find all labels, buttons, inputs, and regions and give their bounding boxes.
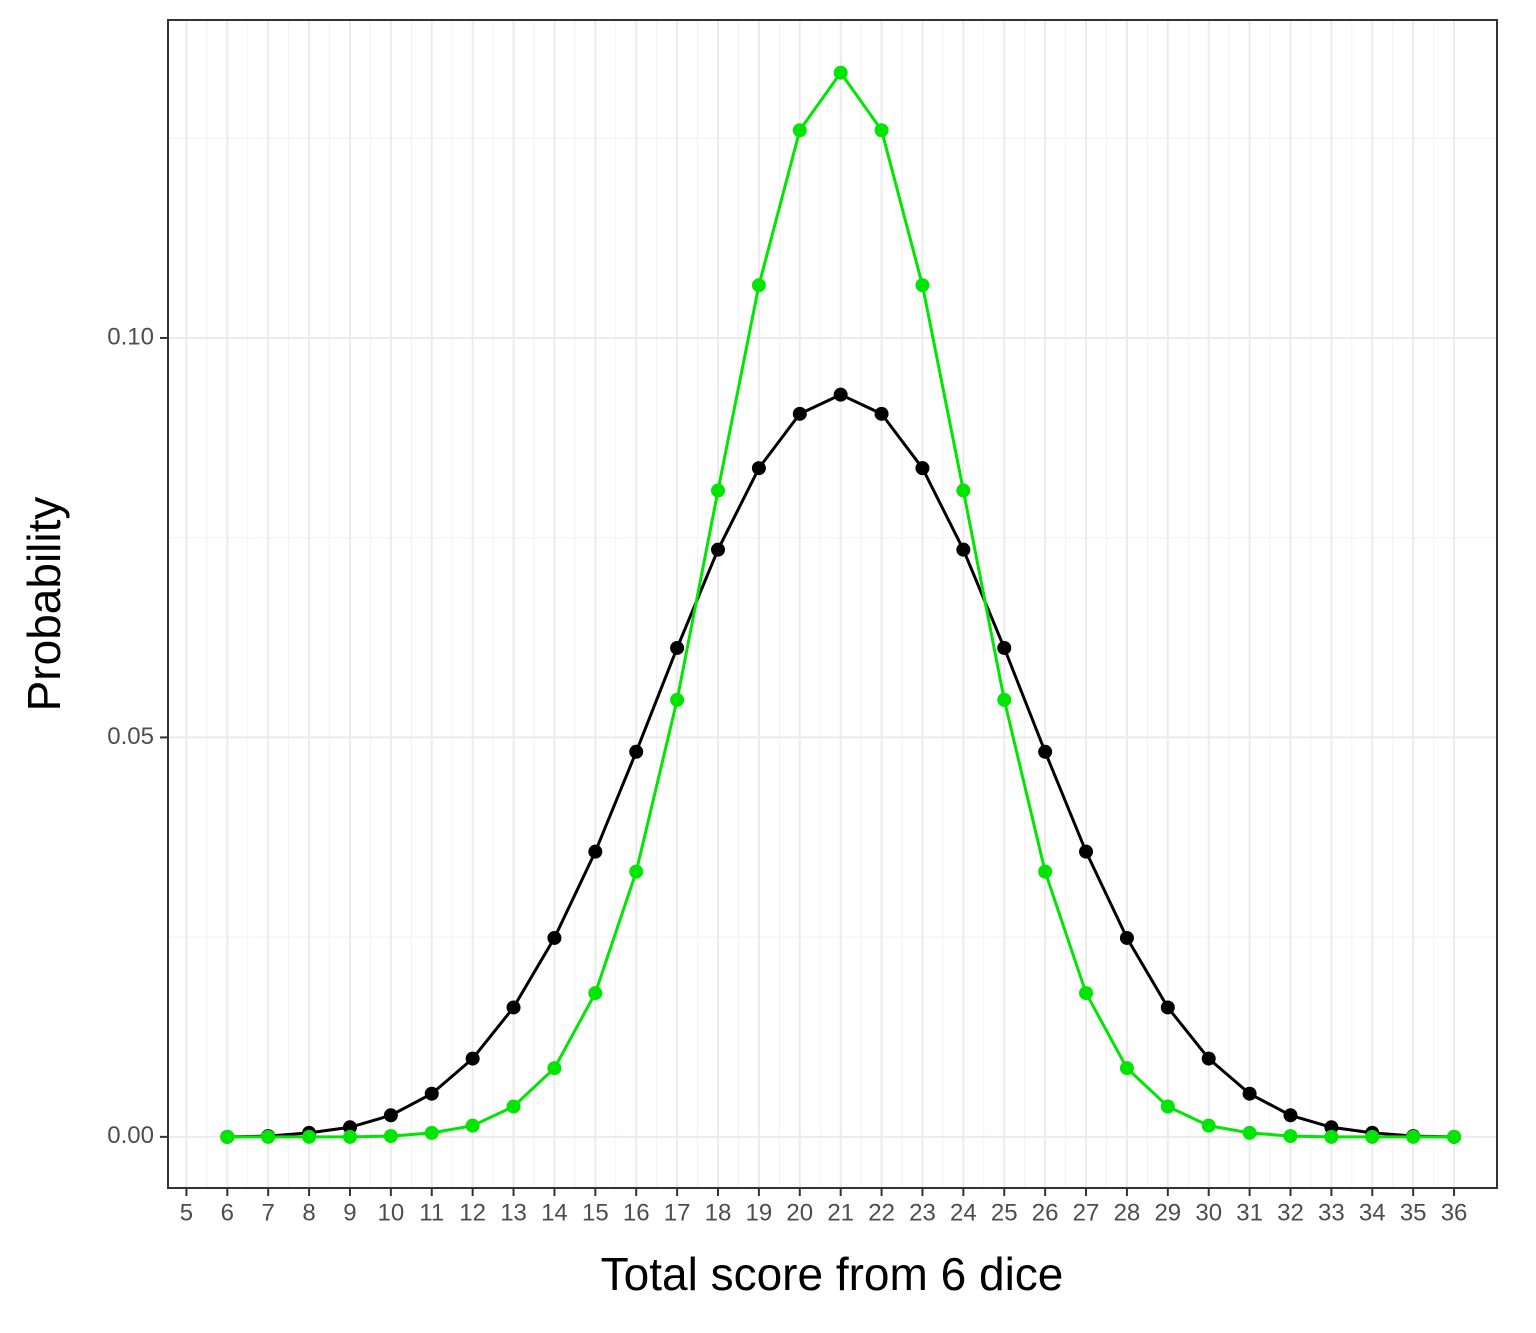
x-tick-label: 31 <box>1236 1199 1263 1226</box>
x-tick-label: 15 <box>582 1199 609 1226</box>
data-point <box>1324 1129 1339 1144</box>
data-point <box>1038 744 1053 759</box>
x-tick-label: 23 <box>909 1199 936 1226</box>
data-point <box>506 1000 521 1015</box>
x-tick-label: 36 <box>1441 1199 1468 1226</box>
x-tick-label: 19 <box>746 1199 773 1226</box>
data-point <box>874 406 889 421</box>
x-tick-label: 6 <box>221 1199 234 1226</box>
data-point <box>220 1129 235 1144</box>
x-tick-label: 26 <box>1032 1199 1059 1226</box>
data-point <box>1406 1129 1421 1144</box>
data-point <box>874 123 889 138</box>
data-point <box>1079 844 1094 859</box>
x-tick-label: 12 <box>459 1199 486 1226</box>
data-point <box>833 387 848 402</box>
data-point <box>547 1061 562 1076</box>
x-tick-label: 25 <box>991 1199 1018 1226</box>
x-tick-label: 16 <box>623 1199 650 1226</box>
x-tick-label: 32 <box>1277 1199 1304 1226</box>
y-axis-title: Probability <box>18 497 70 712</box>
data-point <box>629 864 644 879</box>
data-point <box>1324 1120 1339 1135</box>
data-point <box>1038 864 1053 879</box>
data-point <box>711 483 726 498</box>
data-point <box>833 65 848 80</box>
x-tick-label: 33 <box>1318 1199 1345 1226</box>
data-point <box>711 542 726 557</box>
x-tick-label: 18 <box>705 1199 732 1226</box>
data-point <box>465 1118 480 1133</box>
data-point <box>751 461 766 476</box>
data-point <box>1242 1125 1257 1140</box>
x-tick-label: 27 <box>1073 1199 1100 1226</box>
data-point <box>1119 930 1134 945</box>
data-point <box>588 844 603 859</box>
data-point <box>1119 1061 1134 1076</box>
x-tick-label: 24 <box>950 1199 977 1226</box>
data-point <box>1160 1000 1175 1015</box>
data-point <box>751 278 766 293</box>
x-tick-label: 10 <box>378 1199 405 1226</box>
x-axis-title: Total score from 6 dice <box>601 1248 1064 1300</box>
x-tick-label: 28 <box>1114 1199 1141 1226</box>
data-point <box>629 744 644 759</box>
data-point <box>997 640 1012 655</box>
x-tick-label: 34 <box>1359 1199 1386 1226</box>
x-tick-label: 14 <box>541 1199 568 1226</box>
data-point <box>1365 1129 1380 1144</box>
x-tick-label: 20 <box>786 1199 813 1226</box>
y-tick-label: 0.05 <box>107 723 154 750</box>
data-point <box>792 123 807 138</box>
data-point <box>547 930 562 945</box>
data-point <box>1283 1108 1298 1123</box>
data-point <box>1447 1129 1462 1144</box>
data-point <box>915 278 930 293</box>
x-tick-label: 35 <box>1400 1199 1427 1226</box>
y-tick-label: 0.10 <box>107 323 154 350</box>
data-point <box>1079 986 1094 1001</box>
data-point <box>465 1051 480 1066</box>
x-tick-label: 17 <box>664 1199 691 1226</box>
data-point <box>424 1125 439 1140</box>
data-point <box>670 640 685 655</box>
x-tick-label: 30 <box>1195 1199 1222 1226</box>
data-point <box>302 1129 317 1144</box>
data-point <box>956 542 971 557</box>
data-point <box>792 406 807 421</box>
x-tick-label: 11 <box>419 1199 444 1226</box>
x-tick-label: 22 <box>868 1199 895 1226</box>
x-tick-label: 21 <box>827 1199 854 1226</box>
plot-border <box>167 19 1498 1189</box>
x-tick-label: 7 <box>262 1199 275 1226</box>
x-tick-label: 13 <box>500 1199 527 1226</box>
data-point <box>1283 1129 1298 1144</box>
data-point <box>383 1129 398 1144</box>
data-point <box>1201 1051 1216 1066</box>
x-tick-label: 8 <box>302 1199 315 1226</box>
data-point <box>1160 1099 1175 1114</box>
data-point <box>424 1086 439 1101</box>
data-point <box>1242 1086 1257 1101</box>
data-point <box>915 461 930 476</box>
data-point <box>342 1120 357 1135</box>
data-point <box>261 1129 276 1144</box>
data-point <box>383 1108 398 1123</box>
data-point <box>588 986 603 1001</box>
data-point <box>506 1099 521 1114</box>
data-point <box>956 483 971 498</box>
data-point <box>1201 1118 1216 1133</box>
y-tick-label: 0.00 <box>107 1122 154 1149</box>
x-tick-label: 9 <box>343 1199 356 1226</box>
x-tick-label: 5 <box>180 1199 193 1226</box>
x-tick-label: 29 <box>1154 1199 1181 1226</box>
data-point <box>997 692 1012 707</box>
data-point <box>342 1129 357 1144</box>
data-point <box>670 692 685 707</box>
